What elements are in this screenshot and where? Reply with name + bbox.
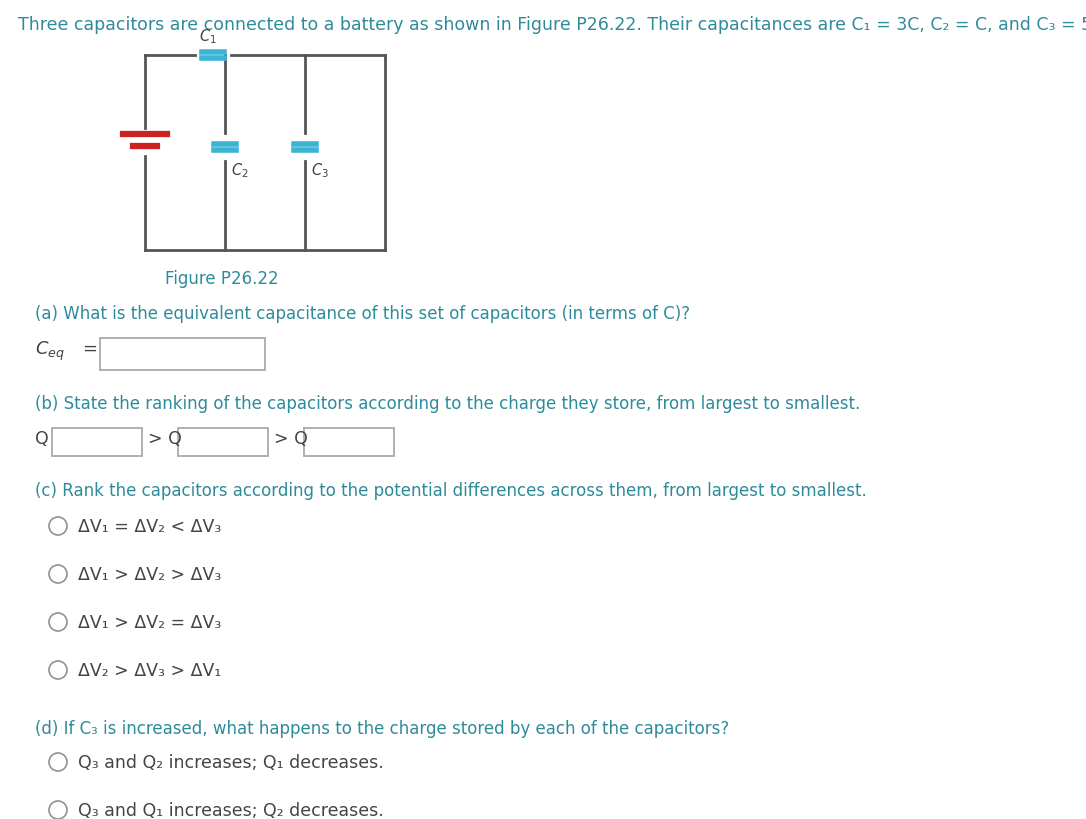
Text: > Q: > Q: [148, 430, 181, 448]
Text: =: =: [83, 340, 97, 358]
Text: ΔV₂ > ΔV₃ > ΔV₁: ΔV₂ > ΔV₃ > ΔV₁: [78, 662, 222, 680]
Text: Q₃ and Q₂ increases; Q₁ decreases.: Q₃ and Q₂ increases; Q₁ decreases.: [78, 754, 383, 772]
Text: (a) What is the equivalent capacitance of this set of capacitors (in terms of C): (a) What is the equivalent capacitance o…: [35, 305, 690, 323]
Text: Figure P26.22: Figure P26.22: [165, 270, 279, 288]
Text: $C_2$: $C_2$: [231, 161, 249, 179]
Text: $C_{eq}$: $C_{eq}$: [35, 340, 65, 363]
Text: $C_3$: $C_3$: [311, 161, 329, 179]
Text: (c) Rank the capacitors according to the potential differences across them, from: (c) Rank the capacitors according to the…: [35, 482, 867, 500]
Text: ΔV₁ = ΔV₂ < ΔV₃: ΔV₁ = ΔV₂ < ΔV₃: [78, 518, 222, 536]
Text: (b) State the ranking of the capacitors according to the charge they store, from: (b) State the ranking of the capacitors …: [35, 395, 860, 413]
Bar: [304, 428, 394, 456]
Text: ΔV₁ > ΔV₂ = ΔV₃: ΔV₁ > ΔV₂ = ΔV₃: [78, 614, 222, 632]
Bar: [52, 428, 142, 456]
Text: Three capacitors are connected to a battery as shown in Figure P26.22. Their cap: Three capacitors are connected to a batt…: [18, 16, 1086, 34]
Text: (d) If C₃ is increased, what happens to the charge stored by each of the capacit: (d) If C₃ is increased, what happens to …: [35, 720, 730, 738]
Text: Q: Q: [35, 430, 49, 448]
Bar: [100, 338, 265, 370]
Text: ΔV₁ > ΔV₂ > ΔV₃: ΔV₁ > ΔV₂ > ΔV₃: [78, 566, 222, 584]
Text: > Q: > Q: [274, 430, 307, 448]
Bar: [178, 428, 268, 456]
Text: Q₃ and Q₁ increases; Q₂ decreases.: Q₃ and Q₁ increases; Q₂ decreases.: [78, 802, 383, 819]
Text: $C_1$: $C_1$: [199, 27, 217, 46]
